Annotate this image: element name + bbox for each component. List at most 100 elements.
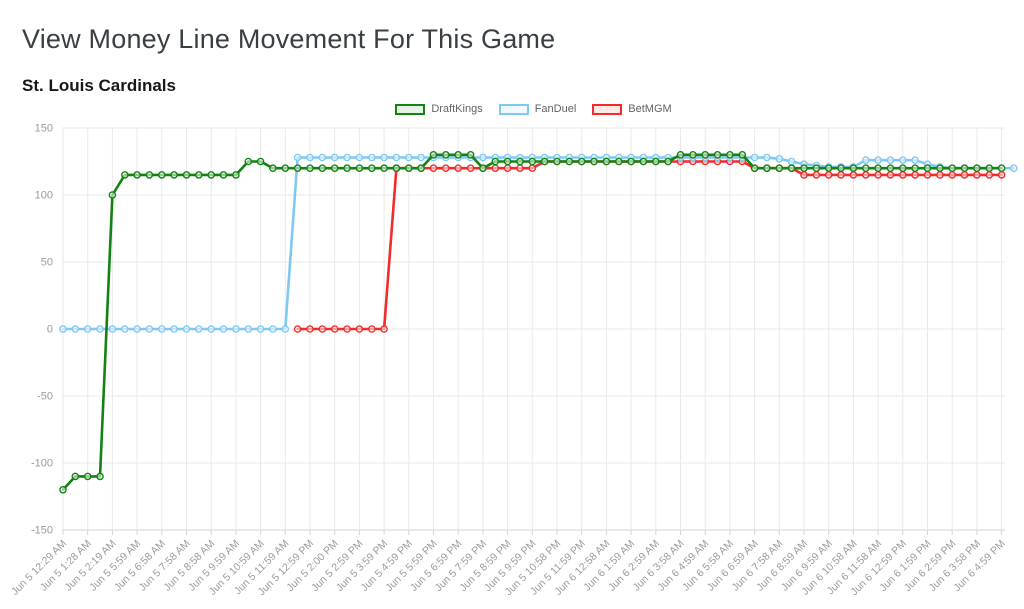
data-point[interactable]: [121, 171, 129, 179]
data-point[interactable]: [862, 156, 870, 164]
data-point[interactable]: [985, 164, 994, 172]
data-point[interactable]: [404, 153, 413, 162]
data-point[interactable]: [750, 153, 759, 162]
data-point[interactable]: [936, 164, 944, 172]
data-point[interactable]: [738, 150, 747, 159]
data-point[interactable]: [997, 164, 1006, 172]
data-point[interactable]: [392, 153, 401, 162]
data-point[interactable]: [392, 164, 401, 172]
data-point[interactable]: [404, 164, 413, 172]
data-point[interactable]: [528, 157, 537, 166]
data-point[interactable]: [83, 472, 92, 481]
data-point[interactable]: [689, 150, 697, 159]
legend-item-draftkings[interactable]: DraftKings: [395, 103, 483, 115]
data-point[interactable]: [602, 157, 611, 166]
data-point[interactable]: [911, 171, 919, 179]
data-point[interactable]: [775, 164, 784, 172]
data-point[interactable]: [1010, 164, 1018, 172]
data-point[interactable]: [343, 153, 351, 162]
data-point[interactable]: [306, 325, 314, 333]
data-point[interactable]: [96, 325, 104, 333]
data-point[interactable]: [874, 171, 882, 179]
data-point[interactable]: [281, 164, 290, 172]
data-point[interactable]: [886, 164, 895, 172]
data-point[interactable]: [355, 164, 364, 172]
data-point[interactable]: [157, 171, 166, 179]
data-point[interactable]: [318, 325, 327, 333]
data-point[interactable]: [269, 325, 277, 333]
data-point[interactable]: [355, 153, 364, 162]
data-point[interactable]: [71, 325, 80, 333]
data-point[interactable]: [330, 164, 339, 172]
data-point[interactable]: [232, 325, 240, 333]
data-point[interactable]: [676, 150, 685, 159]
data-point[interactable]: [207, 325, 215, 333]
data-point[interactable]: [862, 164, 870, 172]
data-point[interactable]: [182, 171, 191, 179]
data-point[interactable]: [269, 164, 277, 172]
data-point[interactable]: [960, 164, 969, 172]
data-point[interactable]: [491, 164, 500, 172]
data-point[interactable]: [479, 164, 487, 172]
data-point[interactable]: [83, 325, 92, 333]
data-point[interactable]: [318, 164, 327, 172]
data-point[interactable]: [207, 171, 215, 179]
data-point[interactable]: [71, 472, 80, 481]
data-point[interactable]: [219, 325, 228, 333]
data-point[interactable]: [565, 157, 574, 166]
data-point[interactable]: [874, 156, 882, 164]
data-point[interactable]: [454, 164, 463, 172]
data-point[interactable]: [330, 153, 339, 162]
data-point[interactable]: [948, 171, 957, 179]
data-point[interactable]: [108, 191, 117, 199]
data-point[interactable]: [343, 325, 351, 333]
data-point[interactable]: [503, 164, 512, 172]
data-point[interactable]: [293, 164, 302, 172]
data-point[interactable]: [318, 153, 327, 162]
data-point[interactable]: [639, 157, 648, 166]
data-point[interactable]: [911, 156, 919, 164]
data-point[interactable]: [973, 164, 981, 172]
data-point[interactable]: [293, 325, 302, 333]
data-point[interactable]: [380, 325, 388, 333]
data-point[interactable]: [330, 325, 339, 333]
data-point[interactable]: [429, 150, 438, 159]
data-point[interactable]: [812, 164, 821, 172]
data-point[interactable]: [306, 153, 314, 162]
data-point[interactable]: [948, 164, 957, 172]
data-point[interactable]: [800, 164, 808, 172]
data-point[interactable]: [923, 171, 932, 179]
data-point[interactable]: [466, 150, 475, 159]
data-point[interactable]: [108, 325, 117, 333]
data-point[interactable]: [466, 164, 475, 172]
data-point[interactable]: [367, 164, 376, 172]
data-point[interactable]: [528, 164, 537, 172]
data-point[interactable]: [763, 164, 771, 172]
data-point[interactable]: [96, 472, 104, 481]
data-point[interactable]: [837, 171, 845, 179]
data-point[interactable]: [170, 325, 178, 333]
data-point[interactable]: [417, 153, 425, 162]
data-point[interactable]: [713, 150, 722, 159]
data-point[interactable]: [824, 171, 833, 179]
data-point[interactable]: [182, 325, 191, 333]
data-point[interactable]: [985, 171, 994, 179]
data-point[interactable]: [837, 164, 845, 172]
data-point[interactable]: [232, 171, 240, 179]
data-point[interactable]: [516, 157, 524, 166]
data-point[interactable]: [577, 157, 586, 166]
data-point[interactable]: [441, 164, 450, 172]
data-point[interactable]: [256, 325, 265, 333]
data-point[interactable]: [133, 325, 141, 333]
data-point[interactable]: [516, 164, 524, 172]
data-point[interactable]: [923, 164, 932, 172]
data-point[interactable]: [454, 150, 463, 159]
data-point[interactable]: [899, 164, 907, 172]
data-point[interactable]: [787, 164, 796, 172]
data-point[interactable]: [750, 164, 759, 172]
data-point[interactable]: [812, 171, 821, 179]
data-point[interactable]: [553, 157, 561, 166]
data-point[interactable]: [380, 153, 388, 162]
data-point[interactable]: [429, 164, 438, 172]
